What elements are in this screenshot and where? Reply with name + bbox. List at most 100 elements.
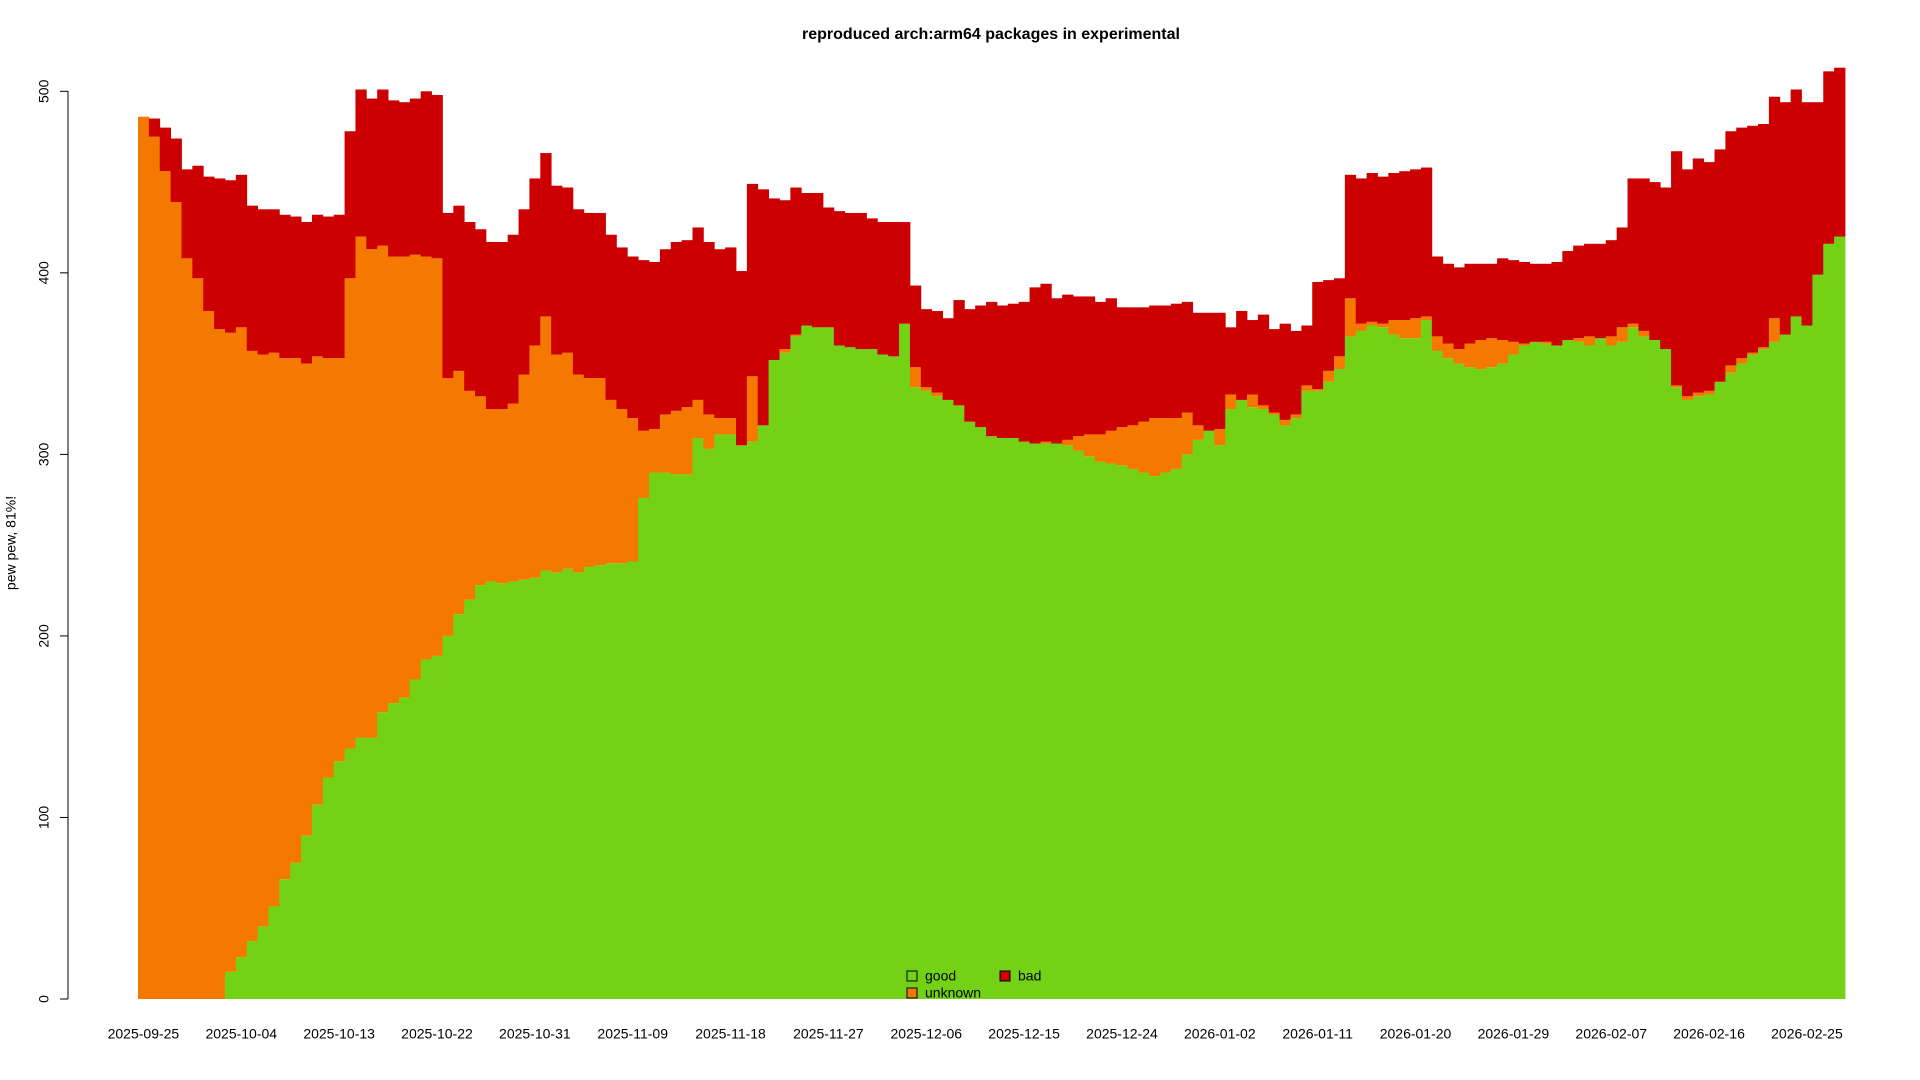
bar-segment [1562, 340, 1574, 999]
bar-segment [1247, 394, 1259, 408]
bar-segment [1344, 174, 1357, 299]
bar-segment [170, 138, 182, 203]
bar-segment [920, 387, 933, 391]
bar-segment [475, 229, 487, 397]
bar-segment [909, 367, 922, 388]
bar-segment [692, 438, 704, 999]
bar-segment [1790, 316, 1802, 999]
bar-segment [1247, 407, 1259, 1000]
bar-segment [953, 300, 965, 406]
legend-swatch [906, 987, 918, 999]
bar-segment [1366, 173, 1378, 322]
bar-segment [540, 570, 552, 999]
bar-segment [1540, 341, 1552, 344]
bar-segment [1758, 349, 1770, 1000]
bar-segment [996, 305, 1009, 439]
bar-segment [768, 198, 780, 360]
bar-segment [1377, 327, 1389, 999]
bar-segment [1214, 445, 1226, 999]
chart-title: reproduced arch:arm64 packages in experi… [802, 26, 1180, 43]
bar-segment [1160, 305, 1172, 419]
x-tick-label: 2026-02-16 [1673, 1026, 1745, 1042]
bar-segment [246, 350, 258, 941]
bar-segment [877, 354, 889, 999]
bar-segment [1399, 338, 1411, 999]
bar-segment [1442, 263, 1454, 344]
bar-segment [627, 256, 639, 419]
bar-segment [659, 249, 672, 415]
bar-segment [779, 200, 791, 350]
bar-segment [464, 599, 476, 999]
bar-segment [420, 659, 432, 999]
bar-segment [1431, 256, 1444, 337]
bar-segment [1138, 421, 1150, 473]
bar-segment [1823, 243, 1835, 1000]
bar-segment [246, 205, 258, 351]
bar-segment [1801, 325, 1813, 999]
bar-segment [475, 396, 487, 586]
bar-segment [583, 378, 596, 567]
bar-segment [583, 566, 596, 999]
bar-segment [192, 165, 204, 279]
x-tick-label: 2025-11-09 [597, 1026, 668, 1042]
bar-segment [931, 392, 943, 397]
bar-segment [1605, 345, 1618, 999]
bar-segment [562, 352, 574, 569]
bar-segment [290, 862, 302, 999]
bar-segment [899, 323, 911, 1000]
bar-segment [1518, 261, 1531, 344]
bar-segment [855, 349, 867, 1000]
bar-segment [714, 249, 726, 419]
bar-segment [442, 212, 454, 379]
bar-segment [1540, 263, 1552, 342]
bar-segment [1453, 349, 1465, 364]
bar-segment [1181, 454, 1194, 999]
bar-segment [529, 577, 541, 999]
bar-segment [1312, 281, 1324, 390]
bar-segment [953, 405, 965, 999]
bar-segment [1703, 162, 1715, 391]
x-tick-label: 2025-12-06 [890, 1026, 962, 1042]
bar-segment [1823, 71, 1835, 244]
bar-segment [1236, 399, 1248, 999]
bar-segment [812, 327, 824, 999]
bar-segment [605, 234, 617, 400]
bar-segment [366, 98, 378, 250]
bar-segment [866, 349, 878, 1000]
bar-segment [605, 563, 617, 999]
legend-swatch [999, 970, 1011, 982]
bar-segment [1692, 158, 1705, 393]
bar-segment [670, 241, 683, 411]
x-tick-label: 2026-01-11 [1282, 1026, 1353, 1042]
bar-segment [1257, 314, 1270, 406]
bar-segment [518, 209, 530, 375]
bar-segment [1170, 418, 1183, 469]
bar-segment [649, 261, 661, 429]
bar-segment [377, 89, 389, 246]
bar-segment [1083, 434, 1096, 457]
bar-segment [1116, 465, 1128, 999]
bar-segment [572, 209, 585, 375]
bar-segment [1160, 418, 1172, 473]
bar-segment [562, 568, 574, 999]
bar-segment [344, 278, 356, 749]
bar-segment [1410, 318, 1422, 339]
bar-segment [311, 356, 324, 805]
bar-segment [1768, 341, 1781, 999]
bar-segment [790, 336, 802, 999]
bar-segment [268, 209, 280, 353]
bar-segment [529, 345, 541, 578]
bar-segment [344, 748, 356, 999]
bar-segment [268, 906, 280, 999]
bar-segment [583, 212, 596, 379]
bar-segment [1138, 307, 1150, 422]
bar-segment [1475, 369, 1487, 999]
y-tick-label: 0 [36, 995, 52, 1003]
bar-segment [801, 192, 813, 326]
bar-segment [1681, 399, 1694, 999]
bar-segment [366, 249, 378, 738]
bar-segment [333, 761, 345, 999]
bar-segment [1551, 261, 1563, 346]
bar-segment [235, 174, 248, 328]
bar-segment [235, 957, 248, 999]
